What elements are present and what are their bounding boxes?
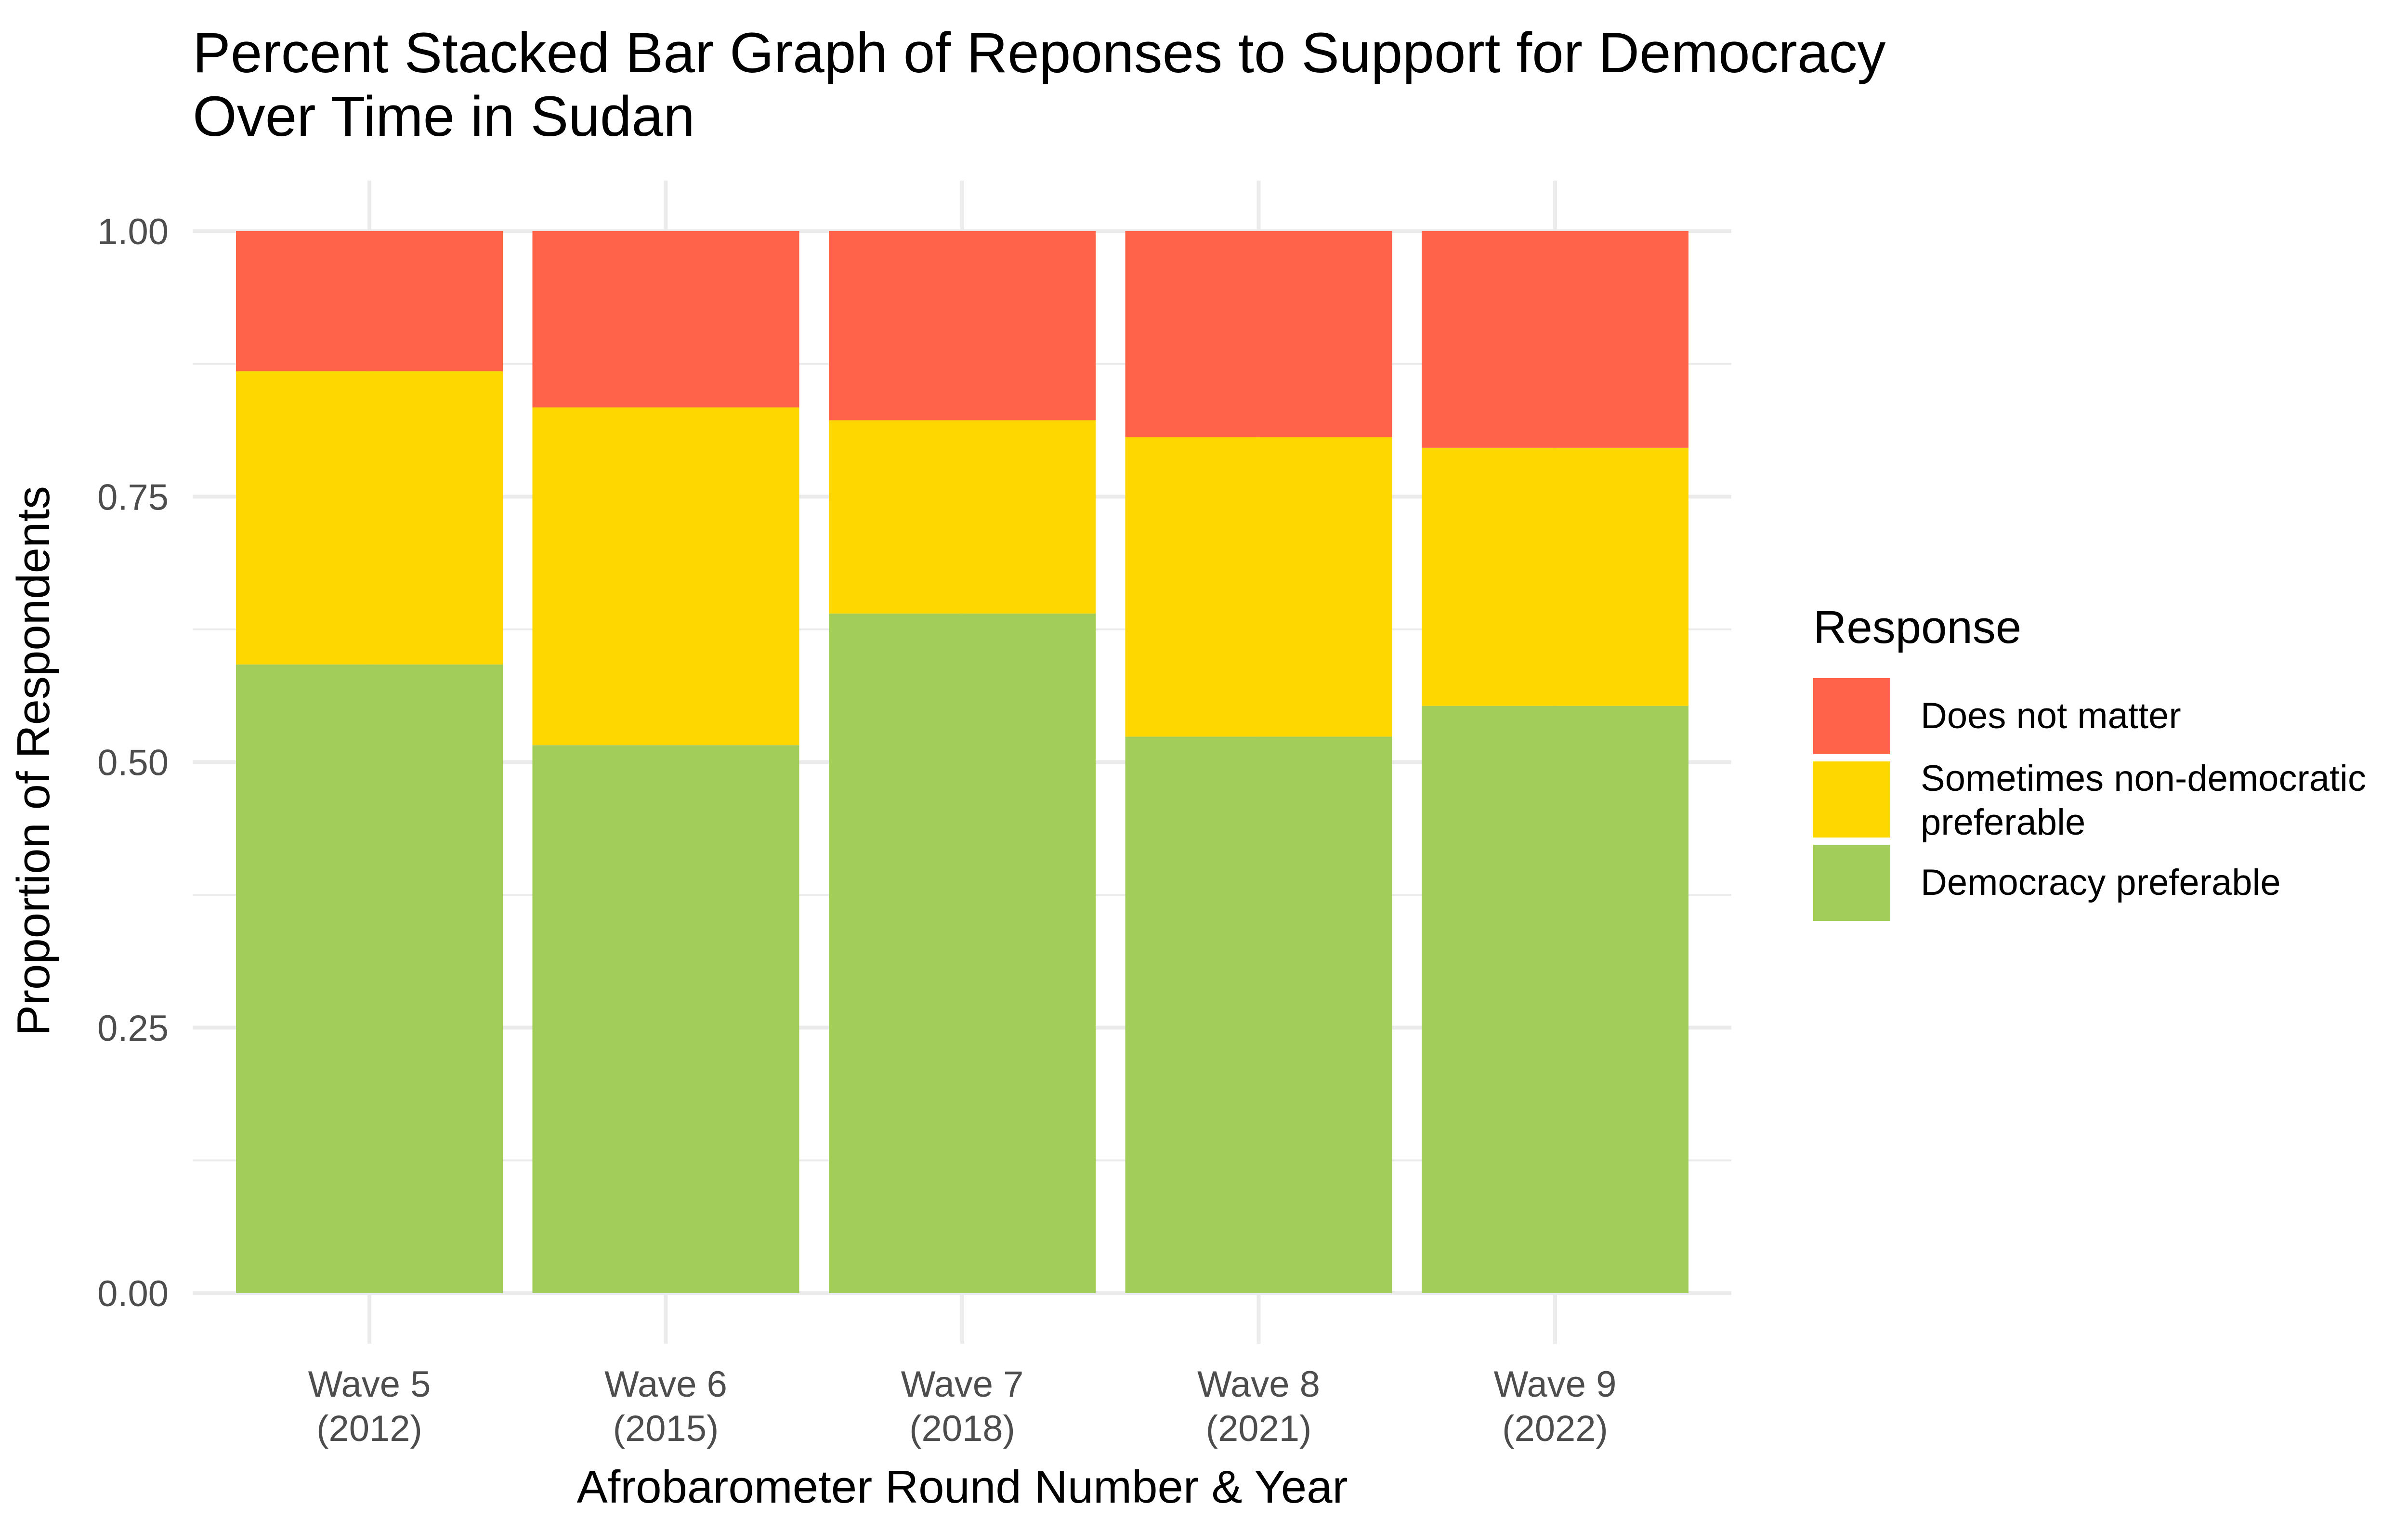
x-tick-label: (2018) [909, 1408, 1015, 1449]
bar-does-not-matter-wave-8 [1125, 231, 1392, 437]
x-tick-label: Wave 7 [901, 1364, 1024, 1405]
x-tick-label: Wave 8 [1197, 1364, 1320, 1405]
x-tick-label: (2015) [613, 1408, 719, 1449]
y-axis-title: Proportion of Respondents [8, 486, 59, 1036]
x-tick-label: (2022) [1502, 1408, 1608, 1449]
y-tick-label: 0.75 [97, 477, 169, 518]
bar-does-not-matter-wave-6 [532, 231, 799, 408]
x-tick-label: Wave 5 [308, 1364, 431, 1405]
bar-democracy-preferable-wave-8 [1125, 736, 1392, 1293]
x-tick-labels: Wave 5(2012) Wave 6(2015) Wave 7(2018) Wave… [308, 1364, 1617, 1449]
y-tick-labels: 0.00 0.25 0.50 0.75 1.00 [97, 211, 169, 1314]
bar-does-not-matter-wave-5 [236, 231, 503, 372]
legend: Response Does not matter Sometimes non-d… [1813, 602, 2366, 921]
chart-title-line-2: Over Time in Sudan [193, 85, 695, 148]
bar-sometimes-non-democratic-preferable-wave-9 [1422, 447, 1688, 706]
legend-label-democracy-preferable: Democracy preferable [1921, 862, 2281, 903]
legend-key-does-not-matter [1813, 678, 1890, 754]
bar-democracy-preferable-wave-5 [236, 664, 503, 1293]
y-tick-label: 0.50 [97, 743, 169, 784]
bar-democracy-preferable-wave-9 [1422, 706, 1688, 1293]
bar-sometimes-non-democratic-preferable-wave-7 [829, 420, 1096, 614]
x-tick-label: (2021) [1206, 1408, 1312, 1449]
legend-title: Response [1813, 602, 2021, 653]
legend-key-sometimes-non-democratic [1813, 761, 1890, 838]
chart-title-line-1: Percent Stacked Bar Graph of Reponses to… [193, 21, 1886, 85]
legend-label-sometimes-non-democratic-line-2: preferable [1921, 802, 2085, 843]
x-tick-label: Wave 6 [604, 1364, 727, 1405]
y-tick-label: 0.25 [97, 1008, 169, 1049]
legend-label-sometimes-non-democratic-line-1: Sometimes non-democratic [1921, 758, 2366, 799]
y-tick-label: 1.00 [97, 211, 169, 252]
y-tick-label: 0.00 [97, 1273, 169, 1314]
bar-does-not-matter-wave-9 [1422, 231, 1688, 448]
x-axis-title: Afrobarometer Round Number & Year [577, 1461, 1348, 1513]
bars [236, 231, 1688, 1293]
x-tick-label: (2012) [316, 1408, 422, 1449]
legend-key-democracy-preferable [1813, 845, 1890, 921]
bar-does-not-matter-wave-7 [829, 231, 1096, 420]
bar-sometimes-non-democratic-preferable-wave-6 [532, 407, 799, 746]
bar-sometimes-non-democratic-preferable-wave-5 [236, 371, 503, 665]
legend-label-does-not-matter: Does not matter [1921, 695, 2181, 736]
bar-democracy-preferable-wave-7 [829, 613, 1096, 1293]
bar-sometimes-non-democratic-preferable-wave-8 [1125, 437, 1392, 737]
x-tick-label: Wave 9 [1494, 1364, 1617, 1405]
bar-democracy-preferable-wave-6 [532, 745, 799, 1293]
